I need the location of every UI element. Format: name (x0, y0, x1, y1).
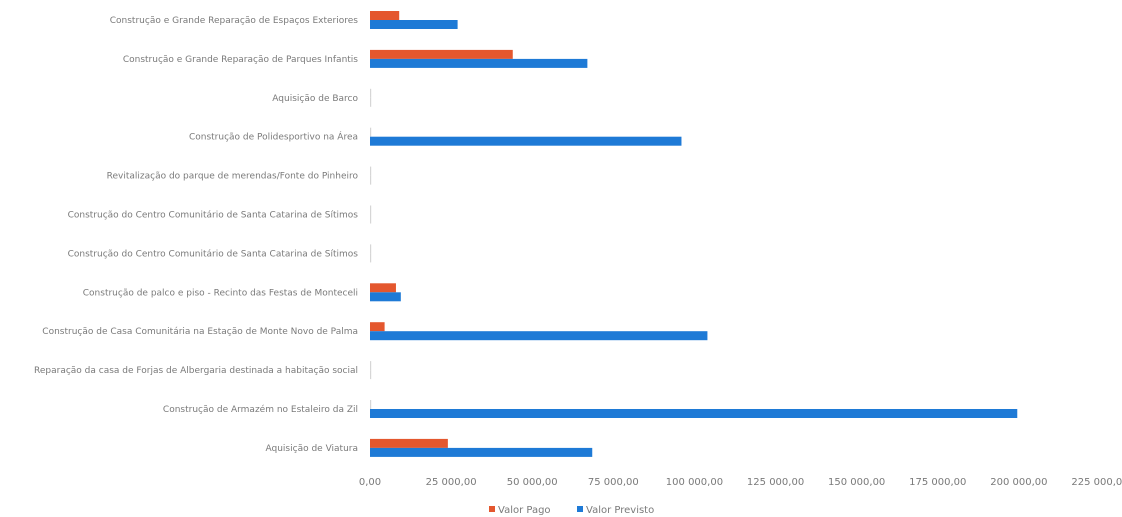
bar-valor-pago (370, 283, 396, 293)
category-label: Construção de Armazém no Estaleiro da Zi… (163, 404, 358, 415)
x-tick-label: 50 000,00 (507, 477, 558, 488)
x-axis-ticks: 0,00 25 000,00 50 000,00 75 000,00 100 000,0… (359, 477, 1122, 488)
legend-entry: Valor Previsto (586, 505, 654, 516)
bar-valor-pago (370, 438, 448, 448)
bar-valor-pago (370, 361, 372, 371)
category-label: Aquisição de Viatura (266, 444, 358, 454)
category-label: Construção de Casa Comunitária na Estaçã… (42, 327, 358, 337)
category-label: Construção de Polidesportivo na Área (189, 131, 358, 143)
bar-valor-pago (370, 244, 372, 254)
x-tick-label: 0,00 (359, 477, 381, 488)
bars (370, 11, 1018, 457)
category-label: Revitalização do parque de merendas/Font… (107, 172, 359, 182)
x-tick-label: 150 000,00 (828, 477, 885, 488)
x-tick-label: 100 000,00 (666, 477, 723, 488)
bar-valor-pago (370, 205, 372, 215)
category-label: Construção de palco e piso - Recinto das… (83, 288, 358, 298)
bar-valor-pago (370, 11, 400, 20)
bar-valor-pago (370, 322, 385, 332)
bar-valor-previsto (370, 58, 588, 68)
bar-valor-previsto (370, 97, 372, 107)
bar-valor-previsto (370, 447, 593, 457)
bar-valor-previsto (370, 331, 708, 341)
category-label: Aquisição de Barco (272, 94, 358, 104)
x-tick-label: 225 000,00 (1071, 477, 1122, 488)
bar-valor-pago (370, 400, 372, 409)
category-label: Construção e Grande Reparação de Espaços… (110, 16, 359, 26)
bar-valor-previsto (370, 253, 372, 263)
x-tick-label: 175 000,00 (909, 477, 966, 488)
bar-valor-previsto (370, 175, 372, 185)
bar-valor-pago (370, 49, 513, 59)
bar-valor-previsto (370, 292, 401, 302)
legend-swatch (577, 506, 583, 512)
category-label: Reparação da casa de Forjas de Albergari… (34, 366, 358, 376)
bar-valor-previsto (370, 370, 372, 380)
category-label: Construção do Centro Comunitário de Sant… (68, 211, 359, 221)
x-tick-label: 25 000,00 (426, 477, 477, 488)
bar-valor-previsto (370, 214, 372, 224)
legend-entry: Valor Pago (498, 505, 551, 516)
x-tick-label: 125 000,00 (747, 477, 804, 488)
bar-valor-pago (370, 127, 372, 137)
category-label: Construção do Centro Comunitário de Sant… (68, 249, 359, 259)
x-tick-label: 75 000,00 (588, 477, 639, 488)
bar-valor-previsto (370, 409, 1018, 418)
bar-valor-pago (370, 88, 372, 98)
category-labels: Construção e Grande Reparação de Espaços… (34, 16, 358, 454)
legend: Valor Pago Valor Previsto (489, 505, 654, 516)
bar-valor-pago (370, 166, 372, 176)
bar-valor-previsto (370, 20, 458, 29)
category-label: Construção e Grande Reparação de Parques… (123, 55, 358, 65)
x-tick-label: 200 000,00 (990, 477, 1047, 488)
legend-swatch (489, 506, 495, 512)
bar-valor-previsto (370, 136, 682, 146)
